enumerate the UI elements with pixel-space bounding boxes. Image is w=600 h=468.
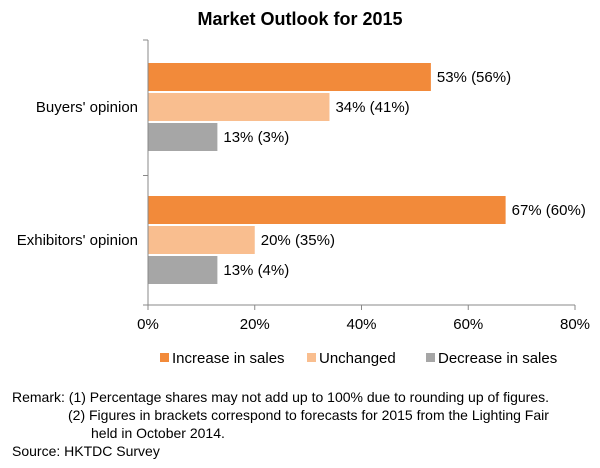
legend-swatch-unchanged <box>307 353 316 362</box>
remark-line-1: Remark: (1) Percentage shares may not ad… <box>12 389 549 405</box>
bar-buyers-opinion-increase-in-sales <box>148 63 431 91</box>
data-label-buyers-opinion-unchanged: 34% (41%) <box>335 99 409 116</box>
data-label-exhibitors-opinion-unchanged: 20% (35%) <box>261 232 335 249</box>
data-label-buyers-opinion-decrease-in-sales: 13% (3%) <box>223 129 289 146</box>
x-tick-label: 60% <box>453 316 483 333</box>
legend-swatch-increase-in-sales <box>160 353 169 362</box>
category-label-buyers-opinion: Buyers' opinion <box>36 99 138 116</box>
axis-layer: 0% 20% 40% 60% 80% <box>137 39 590 333</box>
x-tick-label: 40% <box>346 316 376 333</box>
bar-exhibitors-opinion-unchanged <box>148 226 255 254</box>
bar-buyers-opinion-unchanged <box>148 93 330 121</box>
legend-label-unchanged: Unchanged <box>319 350 396 367</box>
legend-swatch-decrease-in-sales <box>426 353 435 362</box>
remark-line-2: (2) Figures in brackets correspond to fo… <box>68 407 549 423</box>
category-label-exhibitors-opinion: Exhibitors' opinion <box>17 232 138 249</box>
legend-label-increase-in-sales: Increase in sales <box>172 350 285 367</box>
source-note: Source: HKTDC Survey <box>12 443 160 459</box>
data-label-exhibitors-opinion-decrease-in-sales: 13% (4%) <box>223 262 289 279</box>
legend: Increase in sales Unchanged Decrease in sa… <box>160 350 557 367</box>
bars-layer: 53% (56%) 34% (41%) 13% (3%) Buyers' opinio… <box>17 63 586 284</box>
x-tick-label: 0% <box>137 316 159 333</box>
bar-exhibitors-opinion-decrease-in-sales <box>148 256 218 284</box>
legend-label-decrease-in-sales: Decrease in sales <box>438 350 557 367</box>
bar-exhibitors-opinion-increase-in-sales <box>148 196 506 224</box>
x-tick-label: 20% <box>240 316 270 333</box>
remark-line-3: held in October 2014. <box>91 425 225 441</box>
x-tick-label: 80% <box>560 316 590 333</box>
chart-title: Market Outlook for 2015 <box>197 9 402 29</box>
data-label-buyers-opinion-increase-in-sales: 53% (56%) <box>437 69 511 86</box>
bar-buyers-opinion-decrease-in-sales <box>148 123 218 151</box>
data-label-exhibitors-opinion-increase-in-sales: 67% (60%) <box>512 202 586 219</box>
